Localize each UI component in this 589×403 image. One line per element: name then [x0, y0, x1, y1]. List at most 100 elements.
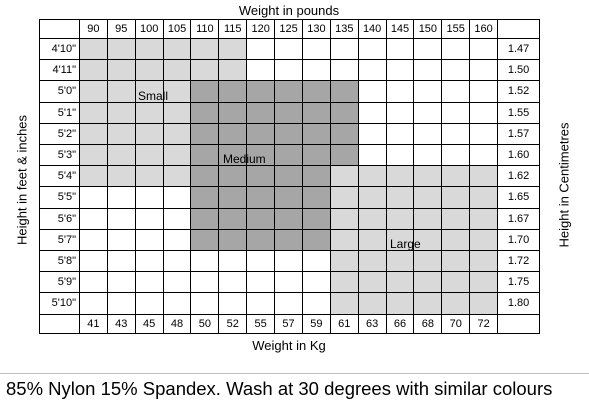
kg-header: 66	[386, 314, 415, 334]
size-cell	[302, 123, 331, 145]
size-cell	[163, 81, 192, 103]
size-cell	[442, 229, 471, 251]
pound-header: 115	[219, 20, 248, 39]
weight-pounds-title: Weight in pounds	[238, 3, 340, 18]
kg-header: 59	[302, 314, 331, 334]
size-cell	[414, 102, 443, 124]
size-cell	[302, 145, 331, 167]
height-ft-label: 5'7"	[40, 229, 80, 251]
size-cell	[330, 166, 359, 188]
height-ft-label: 4'11"	[40, 60, 80, 82]
size-cell	[247, 293, 276, 315]
height-ft-label: 5'10"	[40, 293, 80, 315]
size-cell	[414, 145, 443, 167]
height-cm-label: 1.50	[498, 60, 541, 82]
size-cell	[358, 187, 387, 209]
size-cell	[191, 251, 220, 273]
size-cell	[163, 39, 192, 61]
size-cell	[219, 60, 248, 82]
size-cell	[442, 187, 471, 209]
size-cell	[135, 39, 164, 61]
size-cell	[442, 102, 471, 124]
size-cell	[470, 187, 499, 209]
size-cell	[80, 208, 108, 230]
size-cell	[442, 166, 471, 188]
size-cell	[247, 187, 276, 209]
size-cell	[107, 229, 136, 251]
size-cell	[442, 293, 471, 315]
size-cell	[163, 208, 192, 230]
size-cell	[107, 102, 136, 124]
size-cell	[135, 229, 164, 251]
size-cell	[330, 229, 359, 251]
pound-header: 120	[247, 20, 276, 39]
size-cell	[275, 293, 303, 315]
size-cell	[414, 123, 443, 145]
size-cell	[247, 123, 276, 145]
size-cell	[386, 123, 415, 145]
height-ft-label: 5'3"	[40, 145, 80, 167]
size-cell	[442, 208, 471, 230]
size-cell	[470, 60, 499, 82]
corner-cell	[498, 314, 541, 334]
size-cell	[275, 39, 303, 61]
size-cell	[191, 60, 220, 82]
size-cell	[414, 208, 443, 230]
kg-header: 70	[442, 314, 471, 334]
kg-header: 61	[330, 314, 359, 334]
height-cm-label: 1.62	[498, 166, 541, 188]
size-cell	[358, 39, 387, 61]
footer-divider	[0, 373, 589, 374]
size-cell	[275, 166, 303, 188]
size-cell	[107, 208, 136, 230]
size-cell	[191, 145, 220, 167]
size-cell	[80, 272, 108, 294]
pound-header: 105	[163, 20, 192, 39]
size-cell	[442, 123, 471, 145]
size-cell	[191, 102, 220, 124]
size-cell	[219, 81, 248, 103]
size-cell	[191, 39, 220, 61]
size-cell	[470, 81, 499, 103]
size-cell	[414, 272, 443, 294]
size-cell	[302, 166, 331, 188]
size-cell	[358, 293, 387, 315]
size-cell	[330, 60, 359, 82]
size-cell	[163, 102, 192, 124]
size-cell	[135, 60, 164, 82]
kg-header: 41	[80, 314, 108, 334]
height-ft-label: 5'5"	[40, 187, 80, 209]
size-cell	[80, 166, 108, 188]
size-cell	[330, 293, 359, 315]
size-cell	[219, 145, 248, 167]
size-cell	[191, 293, 220, 315]
pound-header: 130	[302, 20, 331, 39]
size-cell	[414, 166, 443, 188]
size-cell	[135, 166, 164, 188]
size-cell	[414, 39, 443, 61]
size-cell	[386, 208, 415, 230]
size-cell	[330, 208, 359, 230]
height-cm-label: 1.70	[498, 229, 541, 251]
size-cell	[191, 272, 220, 294]
size-cell	[470, 102, 499, 124]
size-cell	[191, 166, 220, 188]
size-cell	[80, 102, 108, 124]
size-cell	[302, 251, 331, 273]
size-cell	[358, 102, 387, 124]
kg-header: 43	[107, 314, 136, 334]
size-cell	[386, 39, 415, 61]
size-cell	[470, 39, 499, 61]
size-cell	[275, 251, 303, 273]
region-label-medium: Medium	[223, 152, 266, 166]
weight-kg-title: Weight in Kg	[252, 338, 326, 353]
size-cell	[386, 145, 415, 167]
size-cell	[135, 102, 164, 124]
size-cell	[358, 229, 387, 251]
size-cell	[135, 208, 164, 230]
size-cell	[442, 39, 471, 61]
height-cm-label: 1.60	[498, 145, 541, 167]
kg-header: 52	[219, 314, 248, 334]
height-cm-label: 1.75	[498, 272, 541, 294]
size-cell	[107, 251, 136, 273]
